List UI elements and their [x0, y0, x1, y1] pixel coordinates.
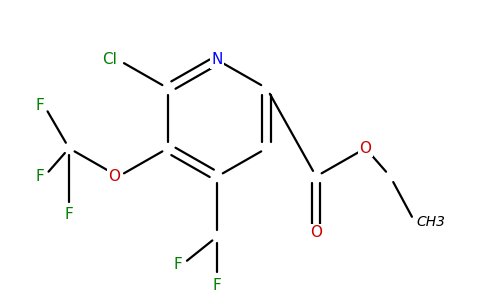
Text: F: F — [213, 278, 222, 293]
Text: O: O — [108, 169, 120, 184]
Text: F: F — [36, 169, 45, 184]
Text: F: F — [65, 207, 74, 222]
Text: CH3: CH3 — [417, 215, 446, 230]
Text: N: N — [212, 52, 223, 68]
Text: F: F — [173, 257, 182, 272]
Text: O: O — [360, 141, 372, 156]
Text: O: O — [310, 225, 322, 240]
Text: Cl: Cl — [102, 52, 117, 68]
Text: F: F — [36, 98, 45, 113]
